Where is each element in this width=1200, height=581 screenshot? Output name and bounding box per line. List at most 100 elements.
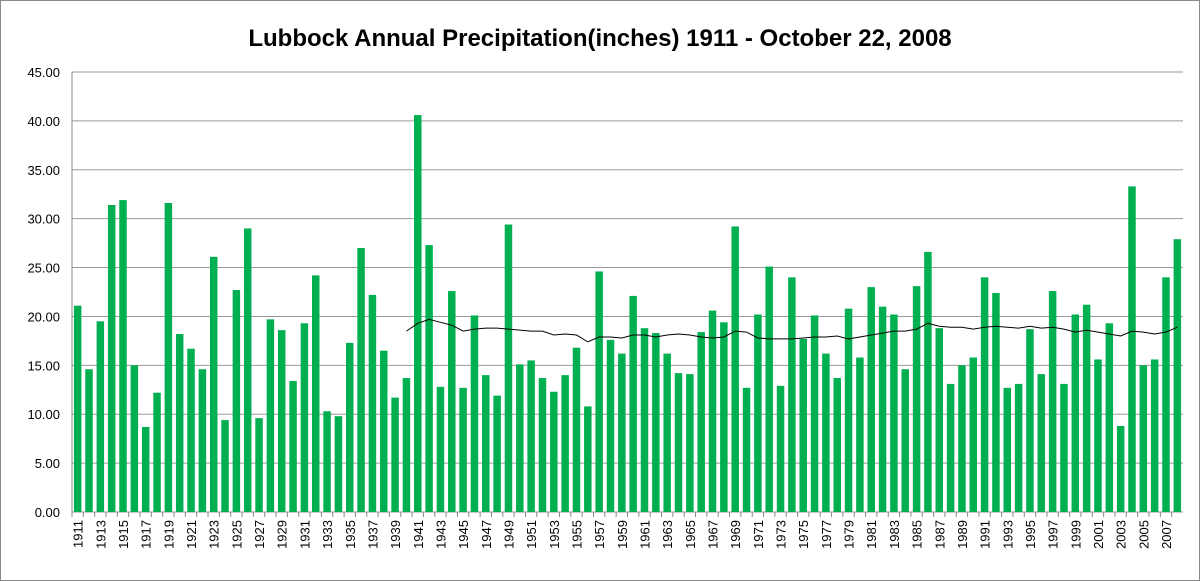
y-tick-label: 25.00 [27, 261, 60, 276]
bar [788, 277, 796, 512]
x-tick-label: 1989 [955, 520, 970, 549]
x-tick-label: 1915 [116, 520, 131, 549]
bar [141, 426, 150, 512]
x-tick-label: 1995 [1023, 520, 1038, 549]
bar [1060, 383, 1068, 512]
bar [1105, 323, 1114, 512]
bar [323, 411, 331, 512]
x-tick-label: 1971 [751, 520, 766, 549]
bar [153, 392, 161, 512]
bar [958, 365, 966, 512]
x-tick-label: 1941 [411, 520, 426, 549]
x-tick-label: 1979 [842, 520, 857, 549]
x-tick-label: 1965 [683, 520, 698, 549]
bar [380, 350, 388, 512]
bar [1082, 304, 1091, 512]
bar [969, 357, 978, 512]
bar [980, 277, 989, 512]
x-tick-label: 1923 [207, 520, 222, 549]
x-tick-label: 1991 [978, 520, 993, 549]
bar [1162, 277, 1170, 512]
bar [720, 322, 728, 512]
bar [1037, 374, 1046, 512]
bar [96, 321, 105, 512]
bar [198, 369, 207, 512]
bar [640, 328, 649, 512]
x-tick-label: 1933 [320, 520, 335, 549]
bar [357, 248, 365, 512]
bar [844, 308, 853, 512]
bar [1150, 359, 1159, 512]
x-tick-label: 2003 [1114, 520, 1129, 549]
bar [73, 305, 82, 512]
x-tick-label: 1937 [365, 520, 380, 549]
x-tick-label: 1939 [388, 520, 403, 549]
y-tick-label: 40.00 [27, 114, 60, 129]
x-tick-label: 1975 [796, 520, 811, 549]
x-tick-label: 1973 [774, 520, 789, 549]
bar [1048, 291, 1057, 512]
bar [311, 275, 320, 512]
bar [878, 306, 887, 512]
x-tick-label: 1983 [887, 520, 902, 549]
bar [697, 332, 705, 512]
x-tick-label: 1925 [229, 520, 244, 549]
x-tick-label: 1999 [1068, 520, 1083, 549]
bar [618, 353, 626, 512]
bar [561, 375, 569, 512]
x-tick-label: 1997 [1046, 520, 1061, 549]
bar [1116, 425, 1125, 512]
bar [187, 348, 195, 512]
x-tick-label: 1985 [910, 520, 925, 549]
bar [255, 418, 263, 512]
trend-line [406, 318, 1178, 343]
x-tick-label: 1913 [93, 520, 108, 549]
x-tick-label: 1919 [161, 520, 176, 549]
bar [527, 360, 535, 512]
x-tick-label: 1963 [660, 520, 675, 549]
bar [833, 378, 841, 512]
x-tick-label: 2005 [1136, 520, 1151, 549]
y-tick-label: 45.00 [27, 65, 60, 80]
bar [130, 365, 139, 512]
bar [516, 364, 524, 512]
y-tick-label: 30.00 [27, 212, 60, 227]
y-tick-label: 0.00 [35, 505, 60, 520]
bar [107, 204, 116, 512]
bar [1071, 314, 1080, 512]
y-tick-label: 35.00 [27, 163, 60, 178]
x-tick-label: 1921 [184, 520, 199, 549]
x-tick-label: 1911 [71, 520, 86, 548]
bar [1128, 186, 1136, 512]
bar [459, 387, 467, 512]
bar [708, 310, 717, 512]
bar [164, 203, 173, 512]
bar [334, 416, 343, 512]
x-tick-label: 1947 [479, 520, 494, 549]
bar [266, 319, 275, 512]
bar [856, 357, 864, 512]
bar [731, 226, 739, 512]
x-tick-label: 1967 [706, 520, 721, 549]
bar [482, 375, 490, 512]
bar [606, 339, 615, 512]
y-tick-label: 15.00 [27, 358, 60, 373]
bar [1094, 359, 1102, 512]
y-tick-label: 20.00 [27, 309, 60, 324]
x-tick-label: 1949 [501, 520, 516, 549]
bar [992, 292, 1000, 512]
bar [810, 315, 819, 512]
bar [504, 224, 513, 513]
bar [402, 378, 411, 512]
bar [686, 374, 694, 512]
bar [277, 330, 286, 512]
bar [1173, 239, 1182, 512]
bar [822, 353, 830, 512]
bar [765, 266, 773, 512]
bar [652, 333, 660, 512]
bar [221, 420, 229, 512]
bar [924, 251, 932, 512]
x-tick-label: 1977 [819, 520, 834, 549]
bar [572, 347, 581, 512]
